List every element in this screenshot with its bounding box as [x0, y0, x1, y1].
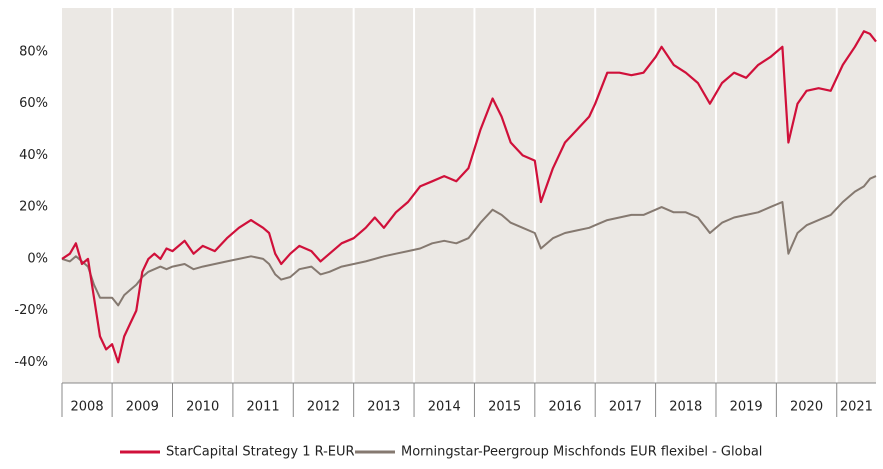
x-tick-label: 2017 [609, 400, 642, 415]
x-tick-label: 2008 [71, 400, 104, 415]
x-tick-label: 2013 [367, 400, 400, 415]
x-tick-label: 2014 [428, 400, 461, 415]
x-tick-label: 2020 [790, 400, 823, 415]
x-tick-label: 2019 [730, 400, 763, 415]
x-tick-label: 2010 [186, 400, 219, 415]
legend-label: StarCapital Strategy 1 R-EUR [166, 445, 355, 460]
y-tick-label: 0% [27, 251, 48, 266]
legend-label: Morningstar-Peergroup Mischfonds EUR fle… [401, 445, 762, 460]
x-tick-label: 2009 [126, 400, 159, 415]
x-tick-label: 2016 [548, 400, 581, 415]
y-tick-label: -40% [14, 355, 48, 370]
plot-background [62, 8, 876, 383]
x-tick-label: 2015 [488, 400, 521, 415]
series-line [61, 30, 877, 364]
x-tick-label: 2011 [247, 400, 280, 415]
x-tick-label: 2012 [307, 400, 340, 415]
x-tick-label: 2018 [669, 400, 702, 415]
x-tick-label: 2021 [840, 400, 873, 415]
y-tick-label: -20% [14, 303, 48, 318]
y-tick-label: 60% [19, 96, 48, 111]
y-tick-label: 40% [19, 148, 48, 163]
y-tick-label: 20% [19, 200, 48, 215]
y-tick-label: 80% [19, 44, 48, 59]
series-line [61, 175, 877, 307]
